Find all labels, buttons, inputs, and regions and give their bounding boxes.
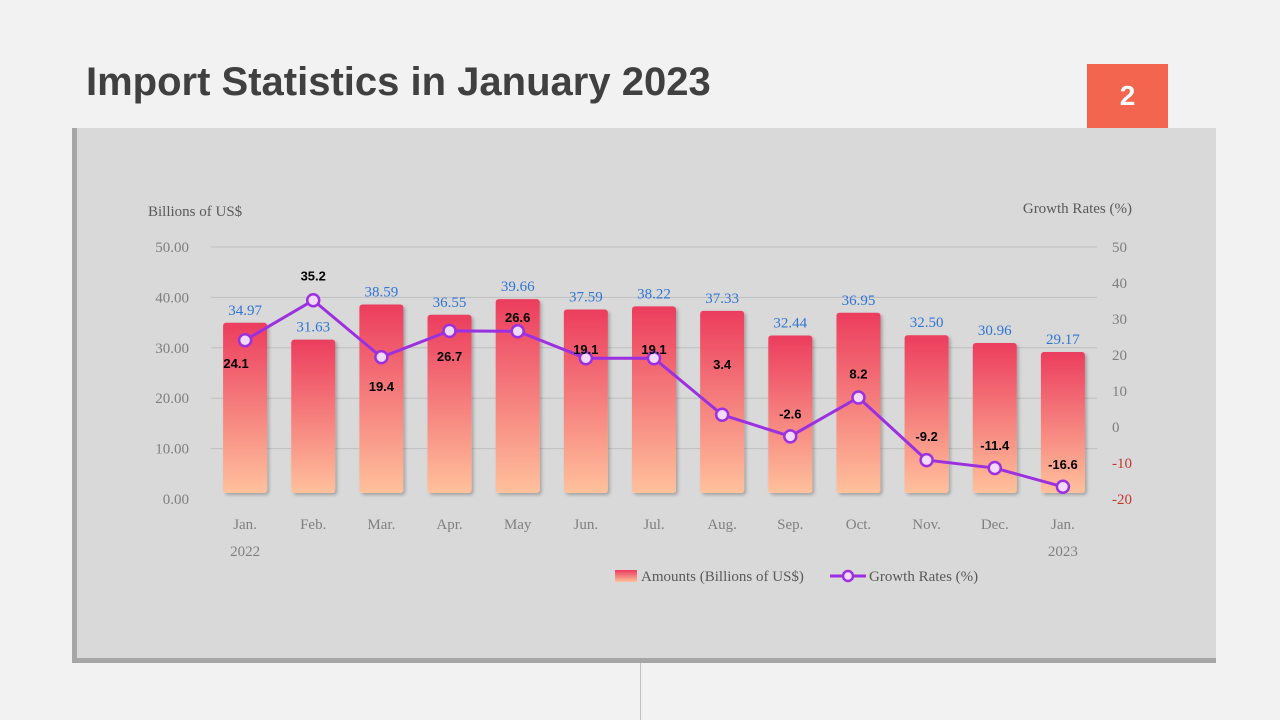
bar [291,339,336,493]
growth-point [987,460,1003,476]
legend-bar-swatch [615,570,637,582]
bar-value-labels: 34.97 31.63 38.59 36.55 39.66 37.59 38.22 37.33… [228,279,1080,348]
bar-series [223,299,1085,493]
y-right-tick: 50 [1112,240,1127,256]
growth-point [305,293,321,308]
y-right-tick: 40 [1112,276,1127,292]
growth-value-label: 26.6 [505,310,530,325]
bar-value-label: 39.66 [501,279,535,295]
growth-value-label: 3.4 [713,357,732,372]
growth-point [1055,479,1071,495]
y-right-tick: 10 [1112,384,1127,400]
bar [359,304,404,493]
y-left-tick: 0.00 [163,492,189,508]
bar-value-label: 37.59 [569,290,603,306]
growth-point [714,407,730,423]
divider-line [640,663,641,720]
x-tick-label: Jun. [574,517,599,533]
y-left-tick: 40.00 [155,290,189,306]
bar [768,335,813,493]
growth-point [442,323,457,339]
growth-point [510,323,525,339]
growth-value-label: -16.6 [1048,457,1078,472]
growth-value-label: 24.1 [223,356,248,371]
x-tick-label: Jan. [233,517,257,533]
bar [700,310,745,493]
bar-value-label: 31.63 [296,320,330,336]
y-left-tick: 50.00 [155,240,189,256]
bar [223,322,268,493]
x-tick-label: 2022 [230,544,260,560]
bar [1040,351,1085,493]
growth-point [783,429,798,444]
y-right-tick: -10 [1112,456,1132,472]
legend-line-label: Growth Rates (%) [869,569,978,585]
growth-value-label: 8.2 [849,366,867,381]
x-tick-label: Jan. [1051,517,1075,533]
x-tick-label: Sep. [777,517,803,533]
axis-labels: Billions of US$ Growth Rates (%) 50.00 40… [148,201,1132,508]
growth-value-label: 19.1 [641,342,666,357]
growth-value-label: -9.2 [915,429,937,444]
x-axis-ticks: Jan. 2022 Feb. Mar. Apr. May Jun. Jul. Aug. Sep. O… [230,517,1078,560]
bar-value-label: 34.97 [228,303,262,319]
growth-value-labels: 24.1 35.2 19.4 26.7 26.6 19.1 19.1 3.4 -2.6 8.2 -9… [223,268,1077,471]
slide-title: Import Statistics in January 2023 [86,60,711,104]
growth-value-label: 19.4 [369,379,395,394]
x-tick-label: Feb. [300,517,326,533]
bar [495,299,540,493]
growth-value-label: -11.4 [980,438,1010,453]
bar-value-label: 29.17 [1046,332,1080,348]
bar [427,314,472,493]
chart-legend: Amounts (Billions of US$) Growth Rates (… [615,569,978,585]
page-number-badge: 2 [1087,64,1168,128]
growth-point [578,350,594,366]
bar-value-label: 38.22 [637,286,671,302]
x-tick-label: 2023 [1048,544,1078,560]
x-tick-label: Apr. [436,517,462,533]
y-axis-left-label: Billions of US$ [148,204,243,220]
bar-value-label: 32.50 [910,315,944,331]
bar [632,306,676,493]
bar-value-label: 36.55 [433,295,467,311]
x-tick-label: Oct. [846,517,871,533]
growth-value-label: 19.1 [573,342,598,357]
x-tick-label: Dec. [981,517,1009,533]
x-tick-label: Nov. [912,517,941,533]
y-right-tick: 30 [1112,312,1127,328]
legend-line-marker [841,569,855,583]
growth-value-label: 26.7 [437,349,462,364]
growth-value-label: 35.2 [301,268,326,283]
growth-point [851,390,866,405]
growth-line-series [237,293,1071,495]
legend-bar-label: Amounts (Billions of US$) [641,569,804,585]
bar-value-label: 37.33 [705,291,739,307]
x-tick-label: Aug. [707,517,737,533]
y-right-tick: 20 [1112,348,1127,364]
y-left-tick: 20.00 [155,391,189,407]
y-left-tick: 10.00 [155,442,189,458]
y-left-tick: 30.00 [155,341,189,357]
growth-point [374,349,389,365]
bar-value-label: 38.59 [365,285,399,301]
y-right-tick: -20 [1112,492,1132,508]
growth-value-label: -2.6 [779,406,801,421]
growth-point [237,332,253,348]
x-tick-label: Jul. [643,517,664,533]
growth-point [919,452,934,468]
x-tick-label: Mar. [367,517,395,533]
y-right-tick: 0 [1112,420,1120,436]
y-axis-right-label: Growth Rates (%) [1023,201,1132,217]
bar [904,335,949,493]
bar-value-label: 30.96 [978,323,1012,339]
bar [563,309,608,493]
bar [972,342,1017,493]
growth-point [646,350,662,366]
x-tick-label: May [504,517,532,533]
bar-value-label: 36.95 [842,293,876,309]
bar-value-label: 32.44 [773,316,807,332]
